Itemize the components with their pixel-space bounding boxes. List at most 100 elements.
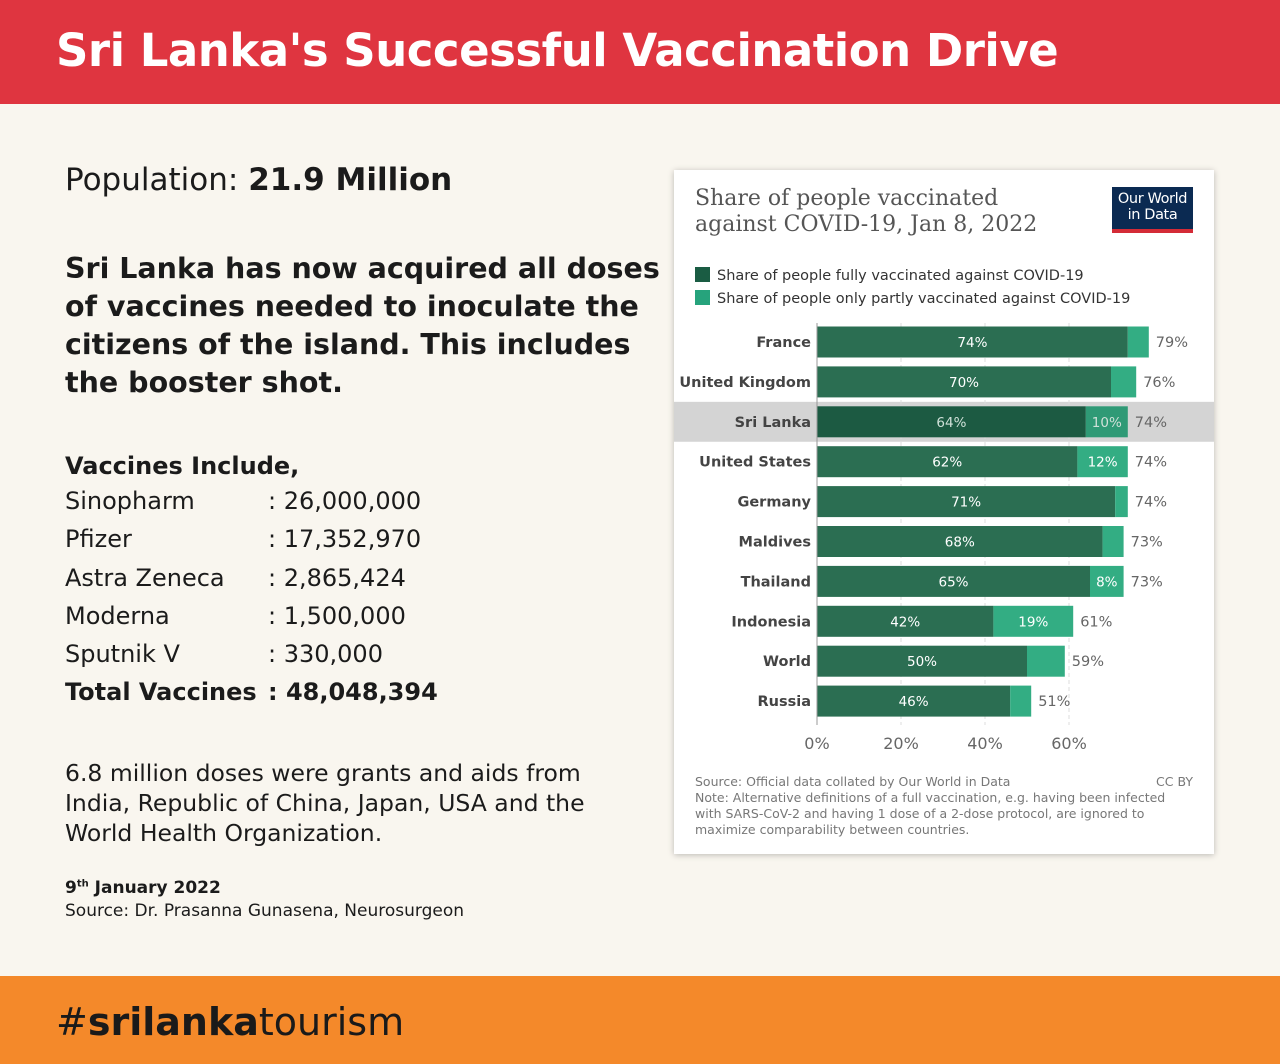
- category-label: Indonesia: [731, 614, 811, 630]
- bar-label-full: 71%: [951, 495, 981, 511]
- headline-text: Sri Lanka has now acquired all doses of …: [65, 252, 660, 399]
- category-label: Thailand: [741, 574, 811, 590]
- bar-partial: [1115, 486, 1128, 518]
- bar-label-partial: 19%: [1018, 614, 1048, 630]
- bar-partial: [1027, 645, 1065, 677]
- bar-partial: [1102, 526, 1124, 557]
- footer-banner: #srilankatourism: [0, 976, 1280, 1064]
- bar-label-total: 73%: [1131, 574, 1163, 590]
- x-tick-label: 40%: [967, 734, 1003, 753]
- category-label: United Kingdom: [679, 375, 811, 391]
- bar-partial: [1111, 366, 1137, 398]
- bar-label-total: 74%: [1135, 415, 1167, 431]
- vaccine-name: Astra Zeneca: [65, 563, 225, 592]
- bar-label-total: 76%: [1143, 375, 1175, 391]
- hashtag[interactable]: #srilankatourism: [56, 1000, 404, 1044]
- vaccine-row: Sputnik V : 330,000: [65, 635, 438, 673]
- vaccine-name: Pfizer: [65, 525, 132, 554]
- bar-full: [817, 326, 1128, 358]
- bar-partial: [1077, 446, 1128, 478]
- bar-label-total: 79%: [1156, 335, 1188, 351]
- bar-label-total: 74%: [1135, 495, 1167, 511]
- bar-full: [817, 366, 1111, 398]
- bar-label-total: 59%: [1072, 654, 1104, 670]
- source-line: Source: Dr. Prasanna Gunasena, Neurosurg…: [65, 901, 465, 921]
- category-label: Germany: [737, 495, 811, 511]
- bar-chart: France 74% 79% United Kingdom 70% 76% Sri Lank…: [674, 323, 1214, 753]
- legend-swatch-full: [695, 267, 710, 282]
- bar-label-total: 51%: [1038, 694, 1070, 710]
- category-label: United States: [699, 455, 811, 471]
- owid-logo[interactable]: Our World in Data: [1112, 187, 1193, 233]
- bar-label-full: 62%: [932, 455, 962, 471]
- bar-full: [817, 685, 1011, 717]
- population-line: Population: 21.9 Million: [65, 162, 452, 198]
- vaccine-name: Moderna: [65, 601, 170, 630]
- vaccine-amount: : 17,352,970: [268, 525, 422, 554]
- bar-full: [817, 486, 1116, 518]
- date-day: 9: [65, 878, 77, 898]
- bar-label-full: 64%: [936, 415, 966, 431]
- bar-full: [817, 446, 1078, 478]
- vaccines-heading: Vaccines Include,: [65, 452, 300, 480]
- category-label: Maldives: [739, 535, 811, 551]
- chart-legend: Share of people fully vaccinated against…: [695, 265, 1130, 311]
- bar-partial: [1010, 685, 1032, 717]
- legend-swatch-partial: [695, 290, 710, 305]
- category-label: World: [763, 654, 811, 670]
- category-label: France: [756, 335, 811, 351]
- vaccine-amount: : 2,865,424: [268, 563, 406, 592]
- bar-full: [817, 526, 1103, 557]
- vaccine-row: Sinopharm : 26,000,000: [65, 482, 438, 520]
- bar-full: [817, 565, 1090, 597]
- x-tick-label: 20%: [883, 734, 919, 753]
- vaccine-amount: : 1,500,000: [268, 601, 406, 630]
- bar-partial: [1127, 326, 1149, 358]
- hashtag-bold: srilanka: [87, 1000, 259, 1044]
- chart-footnote: Source: Official data collated by Our Wo…: [695, 774, 1195, 838]
- bar-label-full: 74%: [957, 335, 987, 351]
- hashtag-rest: tourism: [258, 1000, 405, 1044]
- legend-label-partial: Share of people only partly vaccinated a…: [717, 291, 1131, 307]
- bar-label-full: 42%: [890, 614, 920, 630]
- date-line: 9th January 2022: [65, 878, 221, 898]
- population-value: 21.9 Million: [248, 162, 453, 198]
- vaccine-amount: : 330,000: [268, 640, 383, 669]
- category-label: Sri Lanka: [735, 415, 811, 431]
- vaccine-row: Pfizer : 17,352,970: [65, 520, 438, 558]
- vaccine-total-label: Total Vaccines: [65, 678, 257, 707]
- bar-label-full: 46%: [899, 694, 929, 710]
- bar-label-full: 50%: [907, 654, 937, 670]
- legend-item-full[interactable]: Share of people fully vaccinated against…: [695, 265, 1130, 288]
- category-label: Russia: [757, 694, 811, 710]
- bar-label-partial: 12%: [1088, 455, 1118, 471]
- vaccine-row: Astra Zeneca : 2,865,424: [65, 559, 438, 597]
- bar-label-partial: 10%: [1092, 415, 1122, 431]
- bar-partial: [993, 605, 1074, 637]
- x-tick-label: 0%: [804, 734, 829, 753]
- legend-label-full: Share of people fully vaccinated against…: [717, 268, 1084, 284]
- bar-label-total: 73%: [1131, 535, 1163, 551]
- hashtag-prefix: #: [56, 1000, 88, 1044]
- bar-partial: [1085, 406, 1128, 438]
- date-rest: January 2022: [88, 878, 221, 898]
- bar-label-full: 65%: [938, 574, 968, 590]
- bar-partial: [1090, 565, 1124, 597]
- vaccine-name: Sinopharm: [65, 487, 195, 515]
- legend-item-partial[interactable]: Share of people only partly vaccinated a…: [695, 288, 1130, 311]
- bar-label-partial: 8%: [1096, 574, 1118, 590]
- bar-label-total: 74%: [1135, 455, 1167, 471]
- vaccine-name: Sputnik V: [65, 640, 180, 669]
- bar-label-full: 68%: [945, 535, 975, 551]
- chart-card: Share of people vaccinated against COVID…: [674, 170, 1214, 854]
- chart-source: Source: Official data collated by Our Wo…: [695, 774, 1011, 789]
- vaccine-amount: : 26,000,000: [268, 487, 422, 515]
- chart-license[interactable]: CC BY: [1156, 774, 1193, 789]
- bar-label-total: 61%: [1080, 614, 1112, 630]
- page-title: Sri Lanka's Successful Vaccination Drive: [56, 24, 1059, 77]
- header-banner: Sri Lanka's Successful Vaccination Drive: [0, 0, 1280, 104]
- chart-note-text: Note: Alternative definitions of a full …: [695, 790, 1166, 837]
- grants-text: 6.8 million doses were grants and aids f…: [65, 759, 585, 847]
- chart-title: Share of people vaccinated against COVID…: [695, 186, 1038, 237]
- population-label: Population:: [65, 162, 239, 198]
